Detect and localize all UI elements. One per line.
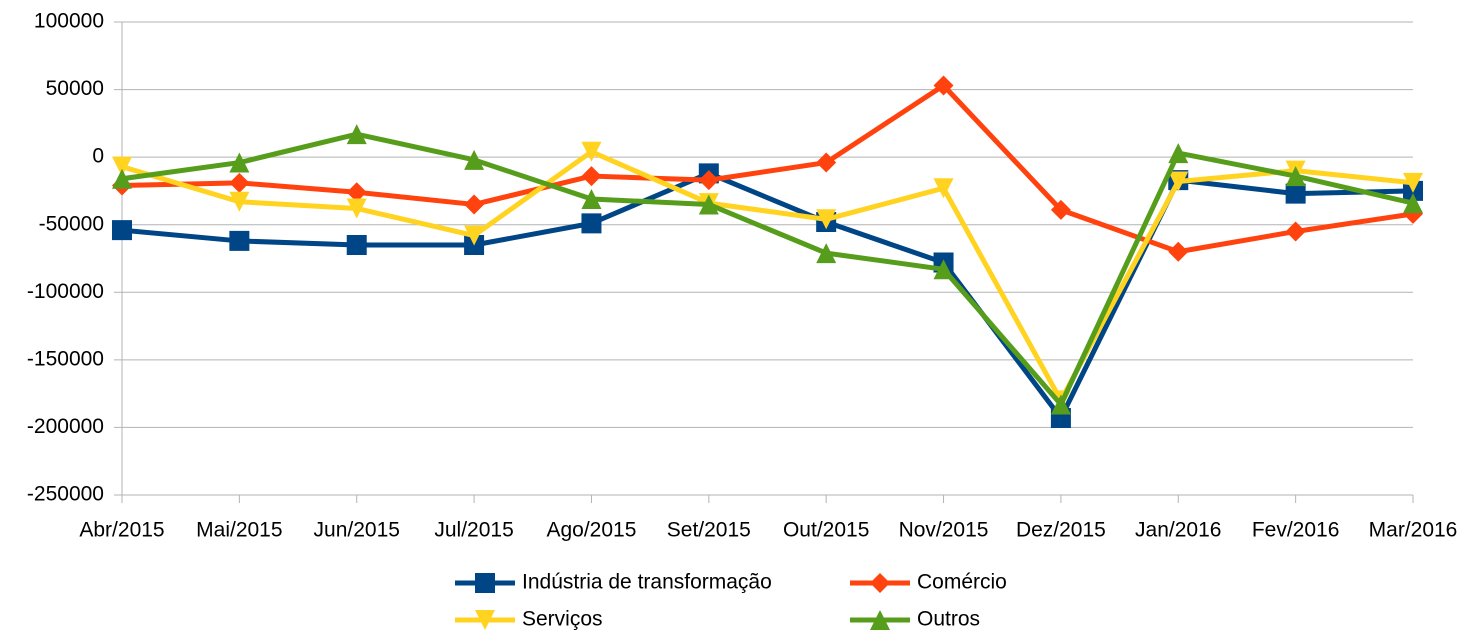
point xyxy=(581,213,602,234)
point xyxy=(1285,183,1306,204)
point xyxy=(581,141,602,162)
legend-label: Comércio xyxy=(917,571,1007,594)
x-tick-label: Set/2015 xyxy=(667,519,751,542)
y-tick-label: -50000 xyxy=(39,212,104,235)
point xyxy=(581,189,602,210)
point xyxy=(1050,394,1071,415)
series xyxy=(112,75,1423,262)
y-tick-label: 0 xyxy=(92,145,104,168)
point xyxy=(229,230,250,251)
point xyxy=(229,191,250,212)
x-tick-label: Nov/2015 xyxy=(899,519,989,542)
point xyxy=(229,172,250,193)
legend-label: Serviços xyxy=(522,608,603,631)
point xyxy=(698,194,719,215)
x-tick-label: Dez/2015 xyxy=(1016,519,1106,542)
y-tick-label: -100000 xyxy=(27,280,104,303)
x-tick-label: Jun/2015 xyxy=(314,519,400,542)
point xyxy=(1285,221,1306,242)
legend-label: Outros xyxy=(917,608,980,631)
point xyxy=(1050,199,1071,220)
legend-marker xyxy=(870,610,890,630)
line xyxy=(121,170,1414,421)
point xyxy=(346,182,367,203)
point xyxy=(816,152,837,173)
point xyxy=(933,178,954,199)
point xyxy=(1168,241,1189,262)
point xyxy=(581,166,602,187)
x-tick-label: Fev/2016 xyxy=(1252,519,1340,542)
legend-marker xyxy=(475,573,495,593)
series xyxy=(112,141,1423,411)
point xyxy=(816,243,837,264)
legend-marker xyxy=(475,610,495,630)
point xyxy=(346,234,367,255)
point xyxy=(112,168,132,189)
point xyxy=(698,170,719,191)
point xyxy=(1168,171,1189,192)
x-tick-label: Ago/2015 xyxy=(546,519,636,542)
x-tick-label: Mar/2016 xyxy=(1369,519,1458,542)
point xyxy=(1403,172,1423,193)
line xyxy=(121,149,1414,403)
y-tick-label: -150000 xyxy=(27,347,104,370)
legend-label: Indústria de transformação xyxy=(522,571,772,594)
point xyxy=(1168,143,1189,164)
point xyxy=(933,259,954,280)
point xyxy=(464,225,485,246)
x-tick-label: Mai/2015 xyxy=(196,519,282,542)
point xyxy=(229,152,250,173)
line xyxy=(121,83,1414,255)
point xyxy=(346,124,367,145)
point xyxy=(933,75,954,96)
point xyxy=(112,156,132,177)
point xyxy=(816,209,837,230)
series xyxy=(112,124,1423,415)
x-tick-label: Out/2015 xyxy=(783,519,869,542)
y-tick-label: 50000 xyxy=(46,77,104,100)
point xyxy=(464,194,485,215)
point xyxy=(112,220,132,241)
point xyxy=(1403,193,1423,214)
y-tick-label: -200000 xyxy=(27,415,104,438)
point xyxy=(1285,166,1306,187)
series xyxy=(112,163,1423,428)
legend-marker xyxy=(870,573,890,593)
y-tick-label: -250000 xyxy=(27,483,104,506)
x-tick-label: Jan/2016 xyxy=(1135,519,1221,542)
point xyxy=(346,198,367,219)
line xyxy=(121,131,1414,407)
x-tick-label: Jul/2015 xyxy=(434,519,513,542)
y-tick-label: 100000 xyxy=(34,10,104,33)
point xyxy=(464,149,485,170)
x-tick-label: Abr/2015 xyxy=(79,519,164,542)
